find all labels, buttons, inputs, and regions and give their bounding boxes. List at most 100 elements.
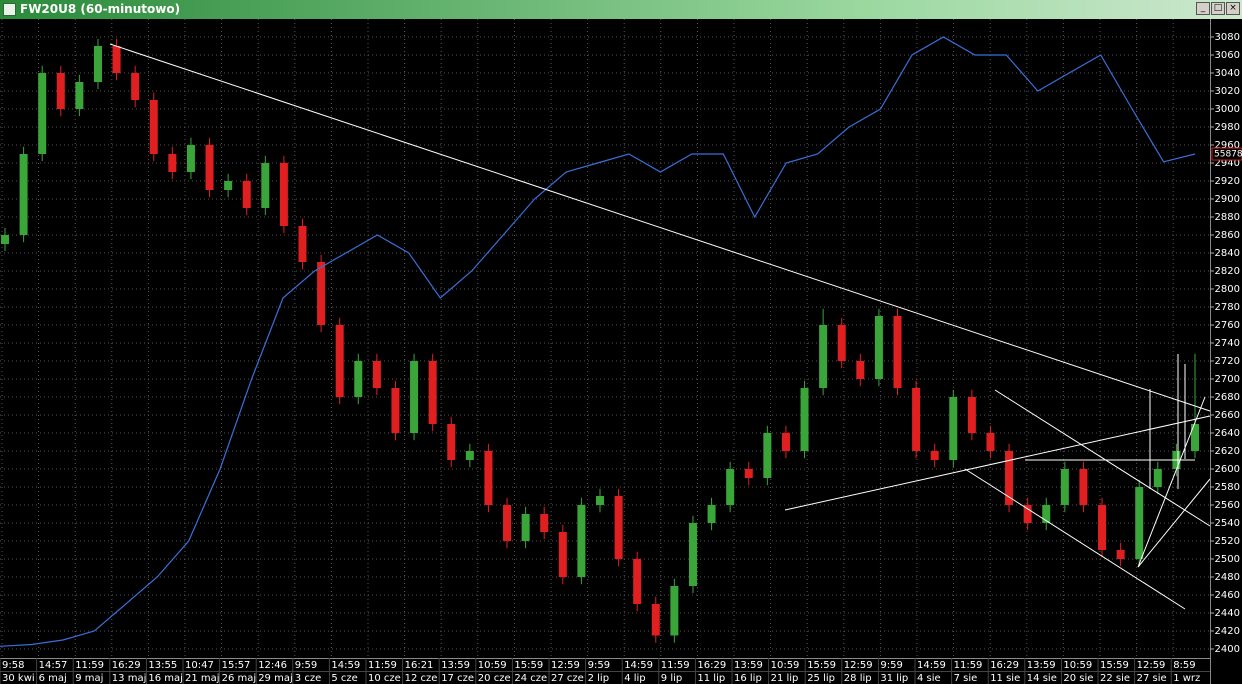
x-time-label: 12:59	[551, 660, 580, 671]
x-date-label: 21 maj	[185, 673, 220, 684]
x-date-label: 9 maj	[75, 673, 103, 684]
x-date-label: 17 cze	[441, 673, 474, 684]
window-icon	[3, 3, 16, 16]
x-time-label: 12:59	[1137, 660, 1166, 671]
x-date-label: 3 cze	[295, 673, 321, 684]
x-date-label: 20 cze	[478, 673, 511, 684]
candle-body	[763, 433, 772, 478]
candle-body	[503, 505, 512, 541]
candle-body	[93, 46, 102, 82]
y-tick-label: 3020	[1215, 86, 1240, 97]
last-value-box	[1211, 147, 1242, 161]
trend-line	[109, 43, 1211, 412]
grid	[0, 19, 1210, 658]
trend-line	[964, 468, 1186, 610]
x-time-label: 9:59	[588, 660, 610, 671]
y-tick-label: 2440	[1215, 608, 1240, 619]
y-tick-label: 2500	[1215, 554, 1240, 565]
candle-body	[874, 316, 883, 379]
trend-lines	[109, 43, 1211, 610]
y-tick-label: 2680	[1215, 392, 1240, 403]
candle-body	[447, 424, 456, 460]
x-date-label: 24 cze	[514, 673, 547, 684]
x-date-label: 12 cze	[405, 673, 438, 684]
x-time-label: 14:59	[624, 660, 653, 671]
candle-body	[410, 361, 419, 433]
y-tick-label: 3080	[1215, 32, 1240, 43]
y-tick-label: 2700	[1215, 374, 1240, 385]
candle-body	[1116, 550, 1125, 559]
y-tick-label: 2840	[1215, 248, 1240, 259]
x-date-label: 7 sie	[954, 673, 978, 684]
x-time-label: 15:59	[514, 660, 543, 671]
candle-body	[930, 451, 939, 460]
y-tick-label: 2420	[1215, 626, 1240, 637]
x-time-label: 12:46	[258, 660, 287, 671]
candle-body	[1098, 505, 1107, 550]
candle-body	[335, 325, 344, 397]
x-time-label: 15:59	[1100, 660, 1129, 671]
minimize-button[interactable]: _	[1196, 2, 1210, 15]
candle-body	[354, 361, 363, 397]
candle-body	[707, 505, 716, 523]
y-tick-label: 2920	[1215, 176, 1240, 187]
y-tick-label: 2760	[1215, 320, 1240, 331]
candle-body	[19, 154, 28, 235]
x-time-label: 13:55	[148, 660, 177, 671]
candle-body	[558, 532, 567, 577]
candle-body	[1023, 505, 1032, 523]
x-date-label: 21 lip	[771, 673, 799, 684]
candle-body	[428, 361, 437, 424]
x-date-label: 1 wrz	[1173, 673, 1200, 684]
maximize-button[interactable]: □	[1211, 2, 1225, 15]
x-time-label: 10:59	[771, 660, 800, 671]
x-date-label: 16 maj	[148, 673, 183, 684]
y-tick-label: 2400	[1215, 644, 1240, 655]
x-date-label: 30 kwi	[2, 673, 35, 684]
candle-body	[317, 262, 326, 325]
x-time-label: 14:59	[917, 660, 946, 671]
candle-body	[819, 325, 828, 388]
candle-body	[224, 181, 233, 190]
x-date-label: 10 cze	[368, 673, 401, 684]
x-date-label: 5 cze	[331, 673, 357, 684]
x-date-label: 20 sie	[1063, 673, 1093, 684]
x-date-label: 13 maj	[112, 673, 147, 684]
candle-body	[131, 73, 140, 100]
x-date-label: 27 sie	[1137, 673, 1167, 684]
x-date-label: 25 lip	[807, 673, 835, 684]
candle-body	[149, 100, 158, 154]
x-date-label: 6 maj	[39, 673, 67, 684]
close-button[interactable]: ×	[1226, 2, 1240, 15]
candle-body	[279, 163, 288, 226]
x-date-label: 14 sie	[1027, 673, 1057, 684]
y-tick-label: 2640	[1215, 428, 1240, 439]
x-time-label: 11:59	[368, 660, 397, 671]
trend-line	[1137, 396, 1206, 568]
y-tick-label: 2600	[1215, 464, 1240, 475]
x-time-label: 16:29	[697, 660, 726, 671]
y-tick-label: 2580	[1215, 482, 1240, 493]
x-date-label: 16 lip	[734, 673, 762, 684]
candle-body	[596, 496, 604, 505]
trend-line	[1137, 478, 1211, 568]
x-time-label: 11:59	[661, 660, 690, 671]
x-date-label: 11 sie	[990, 673, 1020, 684]
y-tick-label: 2740	[1215, 338, 1240, 349]
x-date-label: 31 lip	[880, 673, 908, 684]
candle-body	[1153, 469, 1162, 487]
candle-body	[261, 163, 270, 208]
x-time-label: 10:59	[478, 660, 507, 671]
candle-body	[465, 451, 474, 460]
candle-body	[688, 523, 697, 586]
y-tick-label: 2980	[1215, 122, 1240, 133]
candle-body	[1042, 505, 1051, 523]
y-tick-label: 2820	[1215, 266, 1240, 277]
x-date-label: 9 lip	[661, 673, 682, 684]
y-tick-label: 2960	[1215, 140, 1240, 151]
candle-body	[577, 505, 586, 577]
candle-body	[521, 514, 530, 541]
candle-body	[38, 73, 47, 154]
x-time-label: 10:59	[1063, 660, 1092, 671]
y-tick-label: 2720	[1215, 356, 1240, 367]
